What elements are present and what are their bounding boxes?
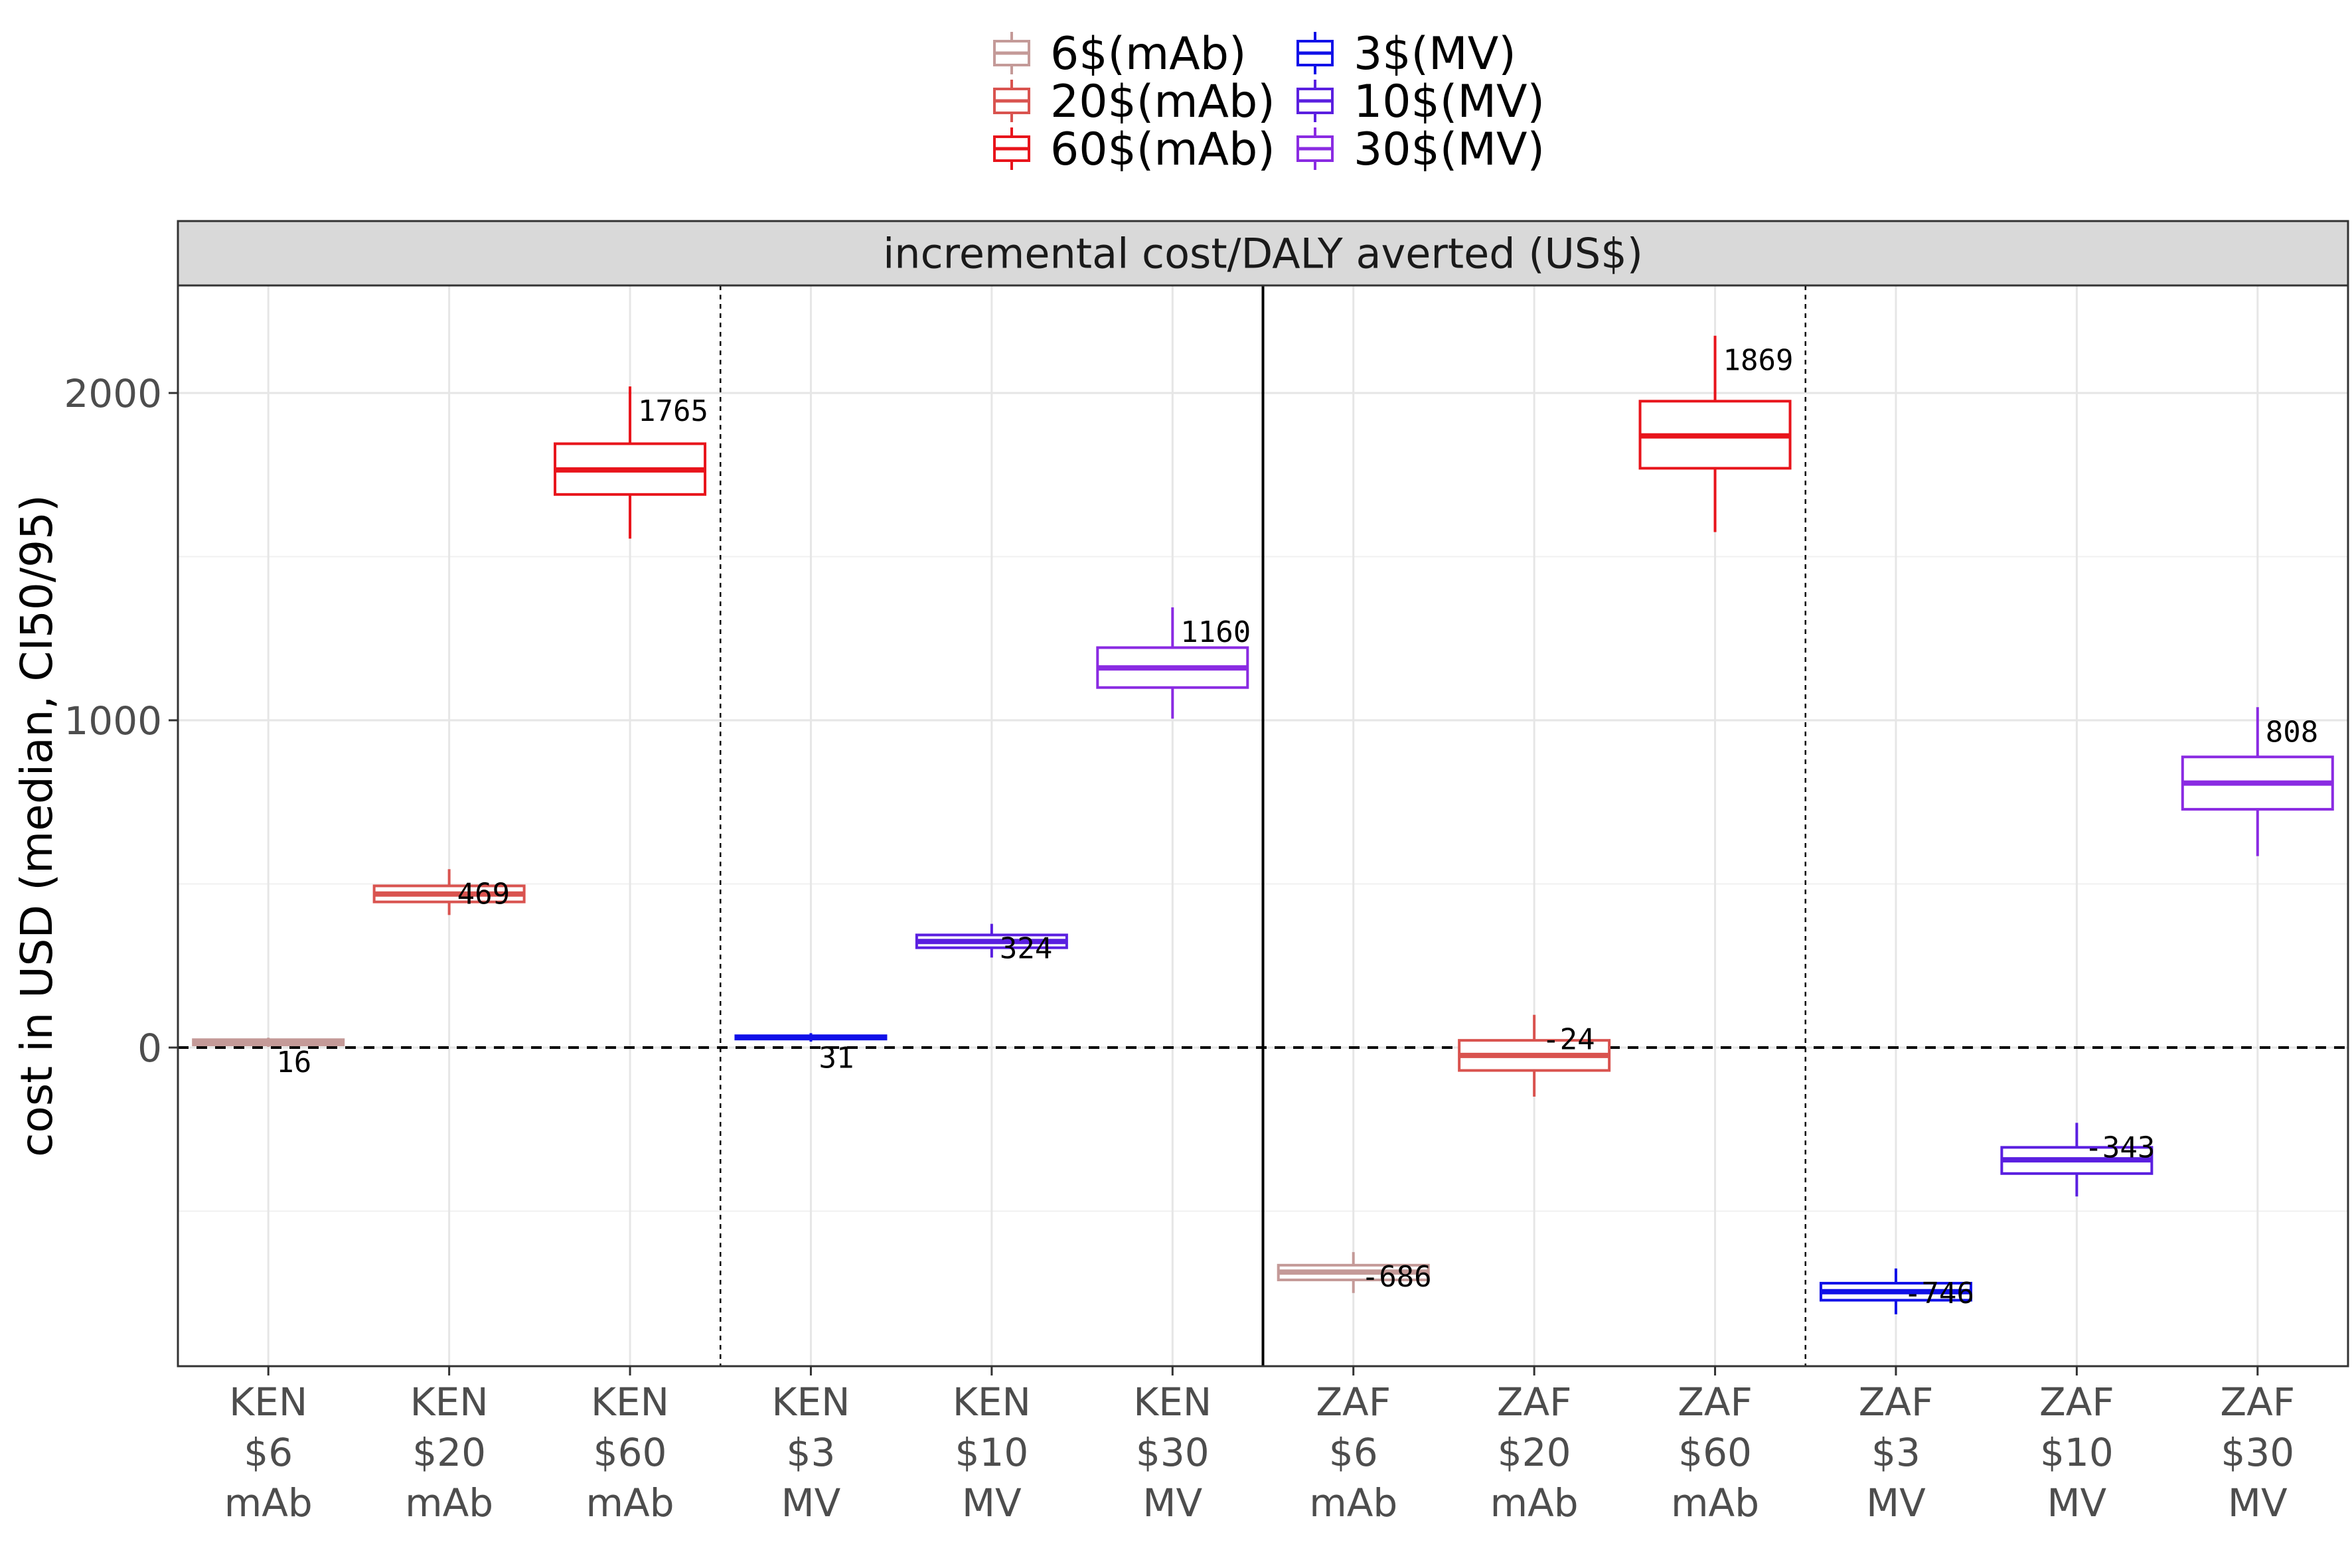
plot-panel: 16 469 1765 31 324 1160 -686 -24 1869 -746 -343 808 [177,284,2349,1368]
median-value-label: 1160 [1180,615,1251,649]
x-tick-label-line: ZAF [1678,1379,1753,1425]
x-tick-label-line: KEN [1133,1379,1212,1425]
legend-item: 20$(mAb) [993,76,1275,128]
x-tick-label-line: ZAF [1497,1379,1572,1425]
x-tick-label-line: ZAF [2039,1379,2114,1425]
x-tick-label: ZAF $10 MV [2039,1379,2114,1526]
median-value-label: -24 [1542,1023,1595,1057]
legend-item: 30$(MV) [1296,123,1545,176]
group-separators [720,285,1806,1366]
median-value-label: -746 [1904,1277,1974,1310]
median-value-label: -343 [2084,1131,2155,1164]
x-tick-label-line: mAb [1671,1480,1759,1526]
x-tick-label-line: MV [1142,1480,1202,1526]
legend-label: 30$(MV) [1354,123,1545,176]
x-tick-label: ZAF $20 mAb [1490,1379,1579,1526]
facet-strip: incremental cost/DALY averted (US$) [177,220,2349,287]
x-tick-label: KEN $30 MV [1133,1379,1212,1526]
x-tick-label-line: MV [781,1480,841,1526]
x-tick-label-line: mAb [1309,1480,1397,1526]
box-zaf-30-mv: 808 [2181,707,2334,856]
legend-item: 60$(mAb) [993,123,1275,176]
median-value-label: 324 [1000,932,1052,966]
box-zaf-3-mv: -746 [1819,1268,1974,1314]
x-tick-label-line: KEN [229,1379,307,1425]
x-tick-label-line: ZAF [1316,1379,1391,1425]
box-zaf-6-mab: -686 [1277,1252,1432,1294]
legend-label: 60$(mAb) [1050,123,1275,176]
median-value-label: 1869 [1723,344,1794,378]
box-ken-3-mv: 31 [734,1033,888,1075]
x-tick-label-line: mAb [224,1480,313,1526]
legend-label: 20$(mAb) [1050,76,1275,128]
x-axis: KEN $6 mAb KEN $20 mAb KEN $60 mAb KEN $3 MV KEN $10 M… [224,1366,2295,1526]
x-tick-label-line: mAb [586,1480,674,1526]
y-tick-label: 1000 [64,698,162,744]
median-value-label: 16 [276,1046,311,1079]
x-tick-label-line: $30 [1136,1430,1210,1475]
panel-title: incremental cost/DALY averted (US$) [883,230,1643,278]
legend-label: 10$(MV) [1354,76,1545,128]
x-tick-label-line: MV [2228,1480,2288,1526]
x-tick-label-line: mAb [1490,1480,1579,1526]
box-series: 16 469 1765 31 324 1160 -686 -24 1869 -746 -343 808 [192,335,2334,1314]
box-zaf-10-mv: -343 [2000,1123,2155,1197]
median-value-label: 469 [457,877,510,911]
x-tick-label-line: $3 [1871,1430,1921,1475]
median-value-label: 1765 [638,394,708,428]
x-tick-label-line: MV [1866,1480,1926,1526]
box-zaf-20-mab: -24 [1458,1014,1611,1097]
x-tick-label-line: ZAF [2220,1379,2295,1425]
x-tick-label: KEN $60 mAb [586,1379,674,1526]
box-ken-30-mv: 1160 [1096,607,1251,719]
strip-background [177,220,2349,287]
x-tick-label: KEN $3 MV [771,1379,850,1526]
x-tick-label-line: $6 [1329,1430,1378,1475]
x-tick-label-line: ZAF [1859,1379,1934,1425]
x-tick-label-line: KEN [771,1379,850,1425]
x-tick-label-line: $60 [1678,1430,1752,1475]
x-tick-label-line: mAb [405,1480,493,1526]
median-value-label: 808 [2266,715,2318,749]
x-tick-label: KEN $20 mAb [405,1379,493,1526]
x-tick-label-line: $30 [2221,1430,2294,1475]
x-tick-label: ZAF $3 MV [1859,1379,1934,1526]
median-value-label: -686 [1362,1260,1432,1294]
x-tick-label-line: KEN [410,1379,489,1425]
x-tick-label-line: $20 [412,1430,486,1475]
x-tick-label: KEN $10 MV [953,1379,1031,1526]
legend-label: 6$(mAb) [1050,28,1247,80]
x-tick-label-line: $3 [787,1430,836,1475]
x-tick-label-line: MV [962,1480,1022,1526]
y-tick-label: 2000 [64,371,162,416]
legend-label: 3$(MV) [1354,28,1516,80]
median-value-label: 31 [819,1041,854,1075]
box-ken-60-mab: 1765 [554,386,708,539]
x-tick-label-line: KEN [953,1379,1031,1425]
x-tick-label: ZAF $30 MV [2220,1379,2295,1526]
x-tick-label: ZAF $60 mAb [1671,1379,1759,1526]
box-zaf-60-mab: 1869 [1638,335,1794,532]
legend-item: 6$(mAb) [993,28,1247,80]
x-tick-label-line: MV [2047,1480,2107,1526]
x-tick-label-line: $20 [1498,1430,1571,1475]
legend-item: 10$(MV) [1296,76,1545,128]
x-tick-label: ZAF $6 mAb [1309,1379,1397,1526]
x-tick-label-line: $6 [244,1430,293,1475]
x-tick-label-line: $10 [955,1430,1029,1475]
x-tick-label: KEN $6 mAb [224,1379,313,1526]
y-axis: 0 1000 2000 [64,371,178,1071]
x-tick-label-line: KEN [591,1379,669,1425]
x-tick-label-line: $60 [593,1430,667,1475]
box-ken-20-mab: 469 [372,869,526,915]
legend-item: 3$(MV) [1296,28,1516,80]
y-tick-label: 0 [137,1026,162,1071]
y-axis-title: cost in USD (median, CI50/95) [11,495,62,1157]
box-ken-6-mab: 16 [192,1038,345,1079]
legend: 6$(mAb)20$(mAb)60$(mAb) 3$(MV)10$(MV)30$(… [993,28,1545,176]
box-ken-10-mv: 324 [915,923,1068,966]
x-tick-label-line: $10 [2040,1430,2114,1475]
